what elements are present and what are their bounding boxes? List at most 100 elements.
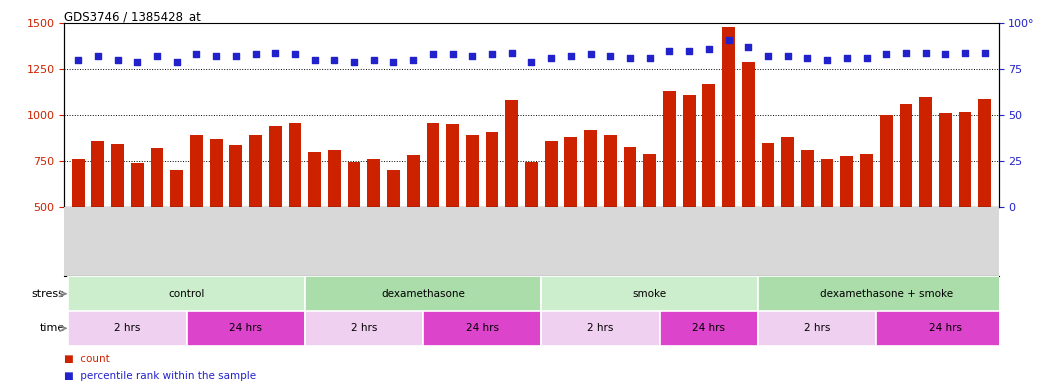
Point bbox=[701, 46, 717, 52]
Bar bbox=[565, 137, 577, 207]
Bar bbox=[446, 124, 459, 207]
Text: ■  percentile rank within the sample: ■ percentile rank within the sample bbox=[64, 371, 256, 381]
Bar bbox=[111, 144, 124, 207]
Bar bbox=[880, 115, 893, 207]
Bar bbox=[762, 143, 774, 207]
Bar bbox=[151, 148, 163, 207]
Bar bbox=[229, 145, 242, 207]
Bar bbox=[782, 137, 794, 207]
Text: 2 hrs: 2 hrs bbox=[804, 323, 830, 333]
Bar bbox=[584, 130, 597, 207]
Bar bbox=[876, 311, 1014, 346]
Bar bbox=[486, 132, 498, 207]
Bar bbox=[424, 311, 541, 346]
Point bbox=[760, 53, 776, 59]
Bar bbox=[939, 113, 952, 207]
Point bbox=[484, 51, 500, 58]
Bar bbox=[841, 156, 853, 207]
Bar bbox=[190, 136, 202, 207]
Bar bbox=[269, 126, 281, 207]
Point bbox=[168, 59, 185, 65]
Bar bbox=[861, 154, 873, 207]
Point bbox=[641, 55, 658, 61]
Point bbox=[444, 51, 461, 58]
Point bbox=[306, 57, 323, 63]
Bar bbox=[427, 122, 439, 207]
Point bbox=[937, 51, 954, 58]
Point bbox=[385, 59, 402, 65]
Bar bbox=[170, 170, 183, 207]
Point bbox=[346, 59, 362, 65]
Point bbox=[405, 57, 421, 63]
Bar bbox=[367, 159, 380, 207]
Bar bbox=[722, 27, 735, 207]
Point bbox=[365, 57, 382, 63]
Text: 24 hrs: 24 hrs bbox=[466, 323, 498, 333]
Text: dexamethasone + smoke: dexamethasone + smoke bbox=[820, 289, 953, 299]
Bar bbox=[659, 311, 758, 346]
Bar bbox=[525, 162, 538, 207]
Point bbox=[543, 55, 559, 61]
Text: 2 hrs: 2 hrs bbox=[114, 323, 140, 333]
Bar bbox=[663, 91, 676, 207]
Point bbox=[622, 55, 638, 61]
Point bbox=[720, 36, 737, 43]
Point bbox=[898, 50, 914, 56]
Bar bbox=[72, 159, 84, 207]
Point bbox=[129, 59, 145, 65]
Bar bbox=[758, 276, 1014, 311]
Bar bbox=[131, 163, 143, 207]
Point bbox=[188, 51, 204, 58]
Text: 24 hrs: 24 hrs bbox=[929, 323, 962, 333]
Bar bbox=[69, 276, 305, 311]
Text: ■  count: ■ count bbox=[64, 354, 110, 364]
Point bbox=[208, 53, 224, 59]
Bar bbox=[466, 136, 479, 207]
Bar bbox=[210, 139, 222, 207]
Text: GDS3746 / 1385428_at: GDS3746 / 1385428_at bbox=[64, 10, 201, 23]
Text: control: control bbox=[168, 289, 204, 299]
Point bbox=[819, 57, 836, 63]
Text: stress: stress bbox=[32, 289, 64, 299]
Bar bbox=[604, 136, 617, 207]
Bar bbox=[801, 150, 814, 207]
Text: 2 hrs: 2 hrs bbox=[351, 323, 377, 333]
Bar bbox=[348, 162, 360, 207]
Point bbox=[148, 53, 165, 59]
Bar bbox=[305, 311, 424, 346]
Point bbox=[799, 55, 816, 61]
Point bbox=[523, 59, 540, 65]
Bar bbox=[308, 152, 321, 207]
Bar bbox=[249, 134, 262, 207]
Bar bbox=[305, 276, 541, 311]
Bar bbox=[387, 170, 400, 207]
Point bbox=[878, 51, 895, 58]
Point bbox=[326, 57, 343, 63]
Bar bbox=[758, 311, 876, 346]
Point bbox=[70, 57, 86, 63]
Text: 24 hrs: 24 hrs bbox=[692, 323, 726, 333]
Bar bbox=[979, 99, 991, 207]
Point bbox=[89, 53, 106, 59]
Point bbox=[464, 53, 481, 59]
Point bbox=[740, 44, 757, 50]
Bar bbox=[920, 97, 932, 207]
Point bbox=[977, 50, 993, 56]
Bar bbox=[742, 62, 755, 207]
Bar bbox=[506, 101, 518, 207]
Text: smoke: smoke bbox=[632, 289, 666, 299]
Point bbox=[858, 55, 875, 61]
Bar bbox=[328, 150, 340, 207]
Text: 2 hrs: 2 hrs bbox=[588, 323, 613, 333]
Text: dexamethasone: dexamethasone bbox=[381, 289, 465, 299]
Point bbox=[503, 50, 520, 56]
Bar bbox=[644, 154, 656, 207]
Bar bbox=[900, 104, 912, 207]
Bar bbox=[289, 124, 301, 207]
Bar bbox=[959, 111, 972, 207]
Text: 24 hrs: 24 hrs bbox=[229, 323, 263, 333]
Bar bbox=[545, 141, 557, 207]
Point bbox=[286, 51, 303, 58]
Bar bbox=[683, 95, 695, 207]
Point bbox=[247, 51, 264, 58]
